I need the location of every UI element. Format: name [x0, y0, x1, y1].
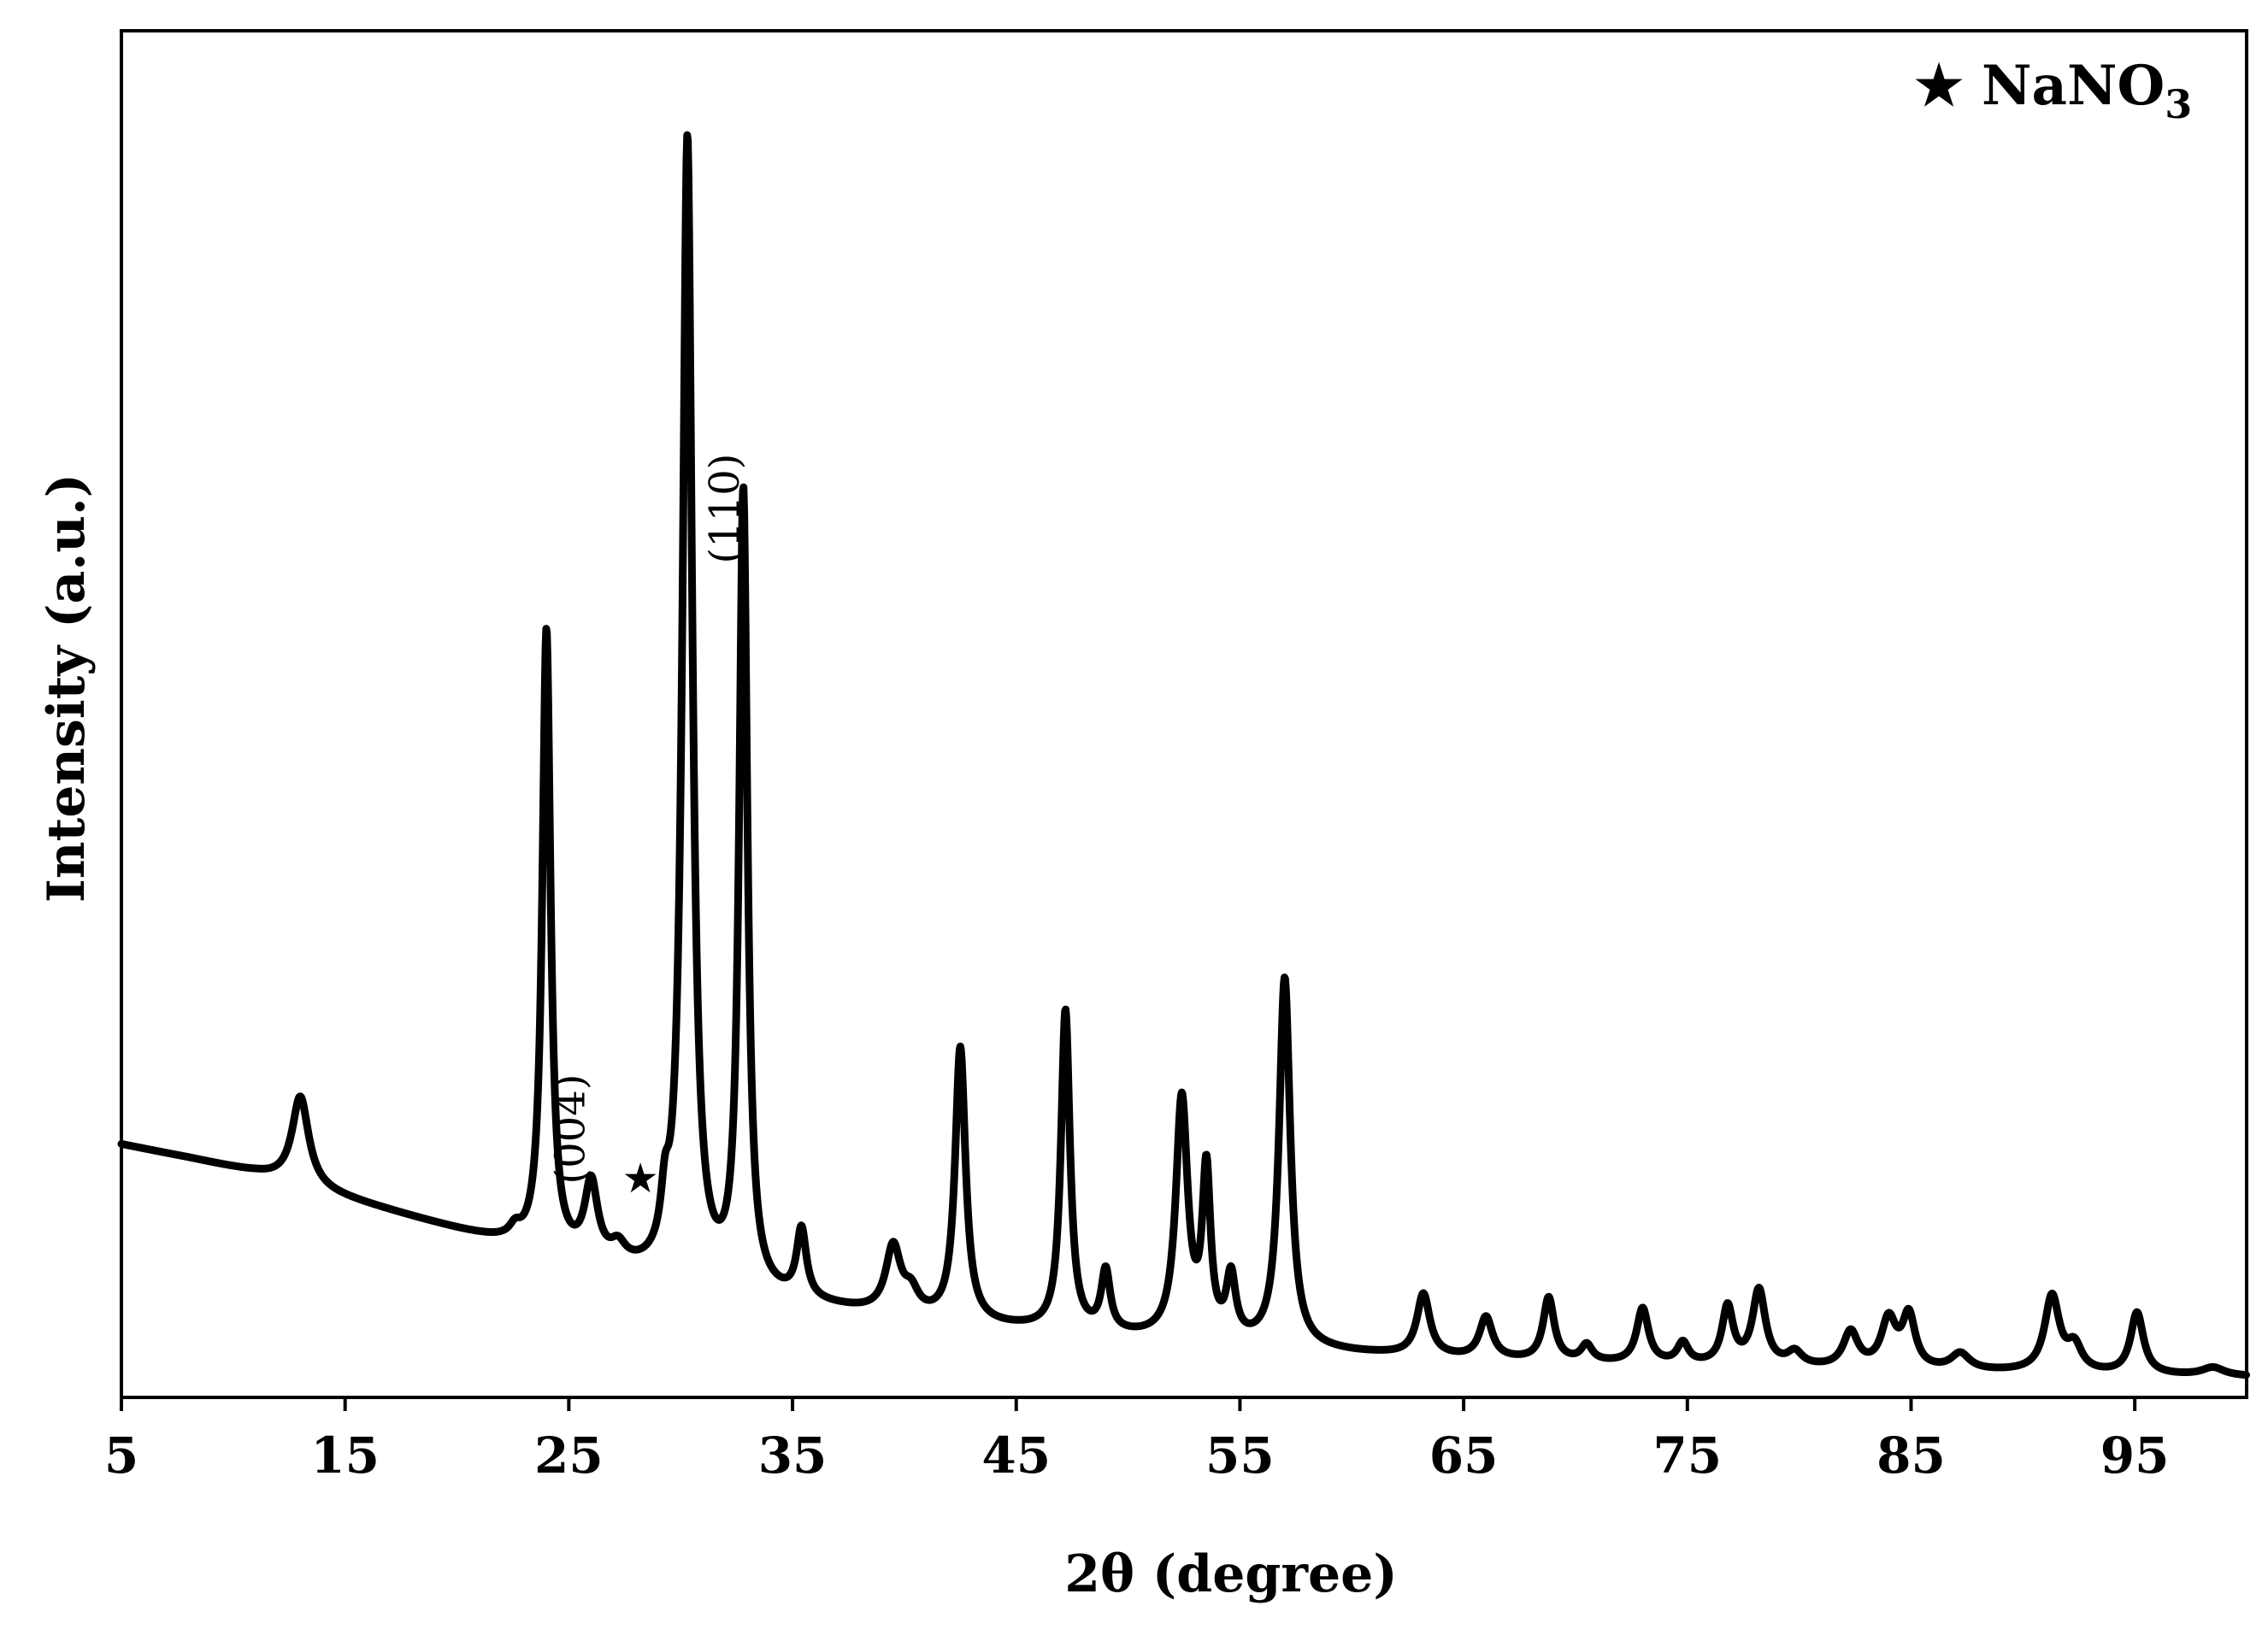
peak-annotations: (004) (110) ★ — [547, 454, 750, 1203]
x-tick-label: 45 — [981, 1426, 1051, 1485]
x-tick-label: 75 — [1652, 1426, 1722, 1485]
x-axis-title: 2θ (degree) — [1064, 1544, 1397, 1604]
x-tick-label: 25 — [534, 1426, 604, 1485]
legend-label-main: NaNO — [1982, 54, 2165, 118]
x-tick-label: 65 — [1429, 1426, 1499, 1485]
peak-label: (004) — [547, 1074, 595, 1185]
x-tick-label: 95 — [2100, 1426, 2170, 1485]
series-line — [117, 131, 2250, 1379]
x-tick-label: 15 — [310, 1426, 380, 1485]
peak-label: (110) — [701, 454, 749, 564]
x-axis-ticks: 5 15 25 35 45 55 65 75 85 95 — [104, 1397, 2170, 1485]
legend: ★ NaNO3 — [1914, 54, 2192, 127]
legend-label: NaNO3 — [1982, 54, 2192, 127]
x-tick-label: 5 — [104, 1426, 138, 1485]
y-axis-title: Intensity (a.u.) — [37, 473, 97, 903]
x-tick-label: 35 — [758, 1426, 828, 1485]
x-tick-label: 85 — [1876, 1426, 1946, 1485]
x-tick-label: 55 — [1205, 1426, 1275, 1485]
plot-area-frame — [120, 29, 2248, 1399]
legend-label-subscript: 3 — [2165, 81, 2192, 127]
nano3-star-marker: ★ — [622, 1155, 659, 1203]
legend-star-icon: ★ — [1914, 54, 1963, 118]
